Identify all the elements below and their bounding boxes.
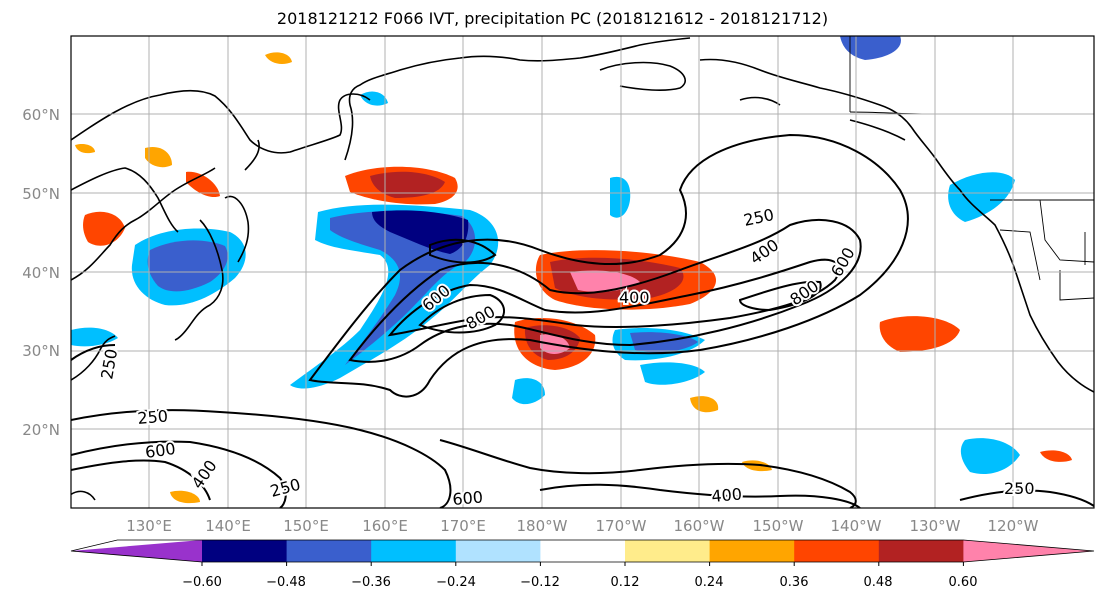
colorbar-tick-label: −0.12 <box>520 575 560 590</box>
colorbar-tick-label: −0.36 <box>351 575 391 590</box>
colorbar-swatch <box>455 540 541 562</box>
colorbar-swatch <box>878 540 964 562</box>
colorbar-tick-label: 0.60 <box>949 575 978 590</box>
map-title: 2018121212 F066 IVT, precipitation PC (2… <box>276 9 829 28</box>
colorbar-tick-label: −0.48 <box>266 575 306 590</box>
lon-label: 170°E <box>440 517 486 535</box>
lon-label: 180°W <box>517 517 568 535</box>
lat-label: 20°N <box>22 421 60 439</box>
colorbar-tick-label: 0.48 <box>864 575 893 590</box>
contour-label: 250 <box>1004 479 1035 498</box>
lat-label: 50°N <box>22 185 60 203</box>
lon-label: 150°E <box>283 517 329 535</box>
coastlines <box>71 37 1094 501</box>
lon-label: 160°E <box>362 517 408 535</box>
contour-label: 400 <box>619 288 650 307</box>
contour-label: 250 <box>137 406 169 428</box>
colorbar-tick-label: −0.24 <box>436 575 476 590</box>
lon-label: 130°W <box>910 517 961 535</box>
colorbar-tick-label: −0.60 <box>182 575 222 590</box>
lon-label: 170°W <box>596 517 647 535</box>
lat-label: 40°N <box>22 264 60 282</box>
lon-label: 140°W <box>831 517 882 535</box>
lon-label: 160°W <box>674 517 725 535</box>
lon-label: 120°W <box>988 517 1039 535</box>
colorbar-extend-min <box>71 540 202 562</box>
colorbar-tick-label: 0.24 <box>695 575 724 590</box>
lon-labels: 130°E 140°E 150°E 160°E 170°E 180°W 170°… <box>126 517 1038 535</box>
colorbar-swatch <box>794 540 880 562</box>
lat-label: 30°N <box>22 342 60 360</box>
lat-labels: 20°N 30°N 40°N 50°N 60°N <box>22 106 60 439</box>
ivt-contours <box>71 133 1094 508</box>
gridlines <box>71 36 1094 508</box>
colorbar-swatch <box>202 540 288 562</box>
colorbar-extend-max <box>963 540 1094 562</box>
contour-label: 600 <box>452 487 484 509</box>
lon-label: 130°E <box>126 517 172 535</box>
colorbar-swatch <box>625 540 711 562</box>
map-frame <box>70 35 1095 509</box>
lon-label: 140°E <box>205 517 251 535</box>
lat-label: 60°N <box>22 106 60 124</box>
colorbar-tick-label: 0.36 <box>780 575 809 590</box>
colorbar: −0.60 −0.48 −0.36 −0.24 −0.12 0.12 0.24 … <box>70 539 1095 590</box>
colorbar-swatch <box>371 540 457 562</box>
colorbar-swatch <box>540 540 626 562</box>
colorbar-swatch <box>709 540 795 562</box>
colorbar-tick-label: 0.12 <box>611 575 640 590</box>
colorbar-swatch <box>286 540 372 562</box>
lon-label: 150°W <box>753 517 804 535</box>
contour-label: 400 <box>711 484 743 506</box>
